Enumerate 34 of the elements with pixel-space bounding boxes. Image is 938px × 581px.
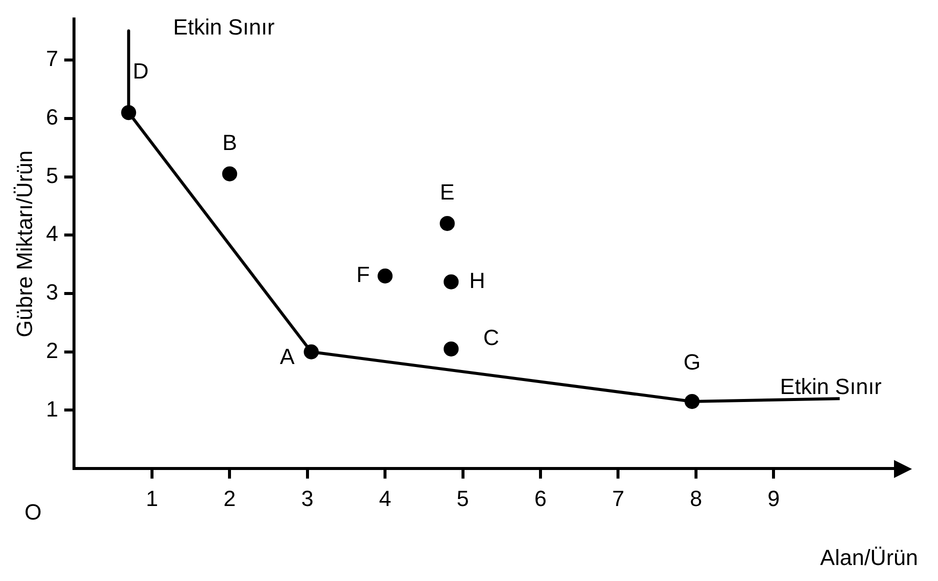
x-tick-label: 6 (534, 486, 547, 511)
point (444, 274, 459, 290)
x-tick-label: 2 (224, 486, 236, 511)
y-axis-title: Gübre Miktarı/Ürün (12, 150, 38, 338)
y-tick-label: 2 (46, 338, 58, 363)
x-tick-label: 4 (378, 486, 392, 511)
point (444, 341, 459, 356)
point (222, 166, 238, 182)
text: O (24, 500, 42, 525)
y-tick-label: 4 (46, 221, 58, 246)
data-label: H (469, 268, 486, 293)
x-tick-label: 8 (690, 486, 702, 511)
y-tick-label: 1 (46, 396, 58, 422)
y-tick-label: 5 (46, 162, 58, 188)
annotation: Etkin Sınır (780, 374, 882, 399)
x-tick-label: 5 (456, 486, 469, 511)
data-label: E (440, 180, 455, 205)
x-axis-title: Alan/Ürün (820, 545, 918, 570)
annotation: Etkin Sınır (173, 14, 275, 40)
x-tick-label: 7 (612, 486, 624, 511)
data-label: A (280, 344, 295, 369)
y-tick-label: 7 (46, 46, 58, 72)
data-label: C (483, 325, 500, 350)
x-tick-label: 9 (768, 486, 780, 511)
x-tick-label: 3 (301, 486, 314, 511)
point (440, 216, 455, 231)
data-label: G (683, 350, 701, 375)
point (378, 268, 393, 284)
data-label: D (132, 58, 149, 84)
data-label: F (356, 262, 370, 288)
y-tick-label: 3 (46, 280, 58, 305)
x-tick-label: 1 (146, 486, 158, 511)
y-tick-label: 6 (46, 104, 58, 130)
data-label: B (222, 130, 238, 155)
